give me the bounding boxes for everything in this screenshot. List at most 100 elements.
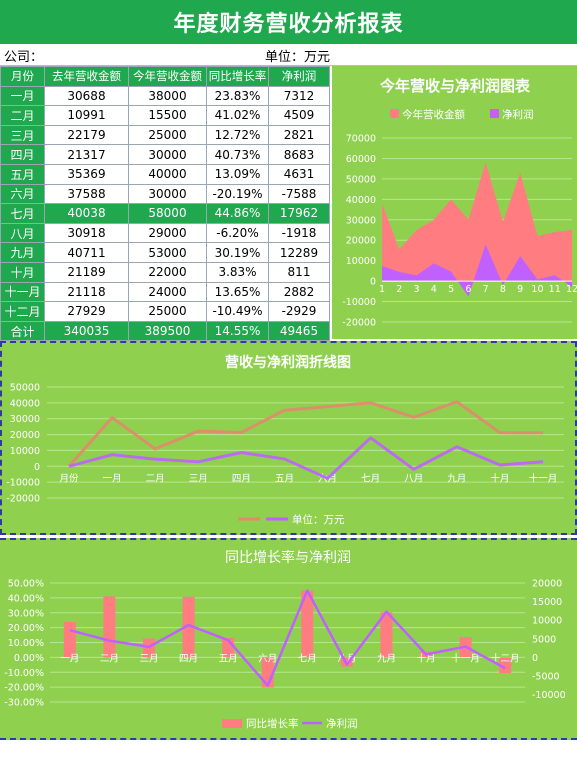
table-cell: 44.86% [206,203,269,224]
table-cell: 17962 [268,203,330,224]
combo-chart-panel: 同比增长率与净利润 50.00% 40.00% 30.00% 20.00% 10.00% 0… [0,538,577,740]
table-cell: -2929 [268,301,330,322]
table-row: 六月 37588 30000 -20.19% -7588 [0,183,330,205]
table-cell: 40000 [128,163,207,185]
table-row: 七月 40038 58000 44.86% 17962 [0,203,330,224]
x-tick-label: 五月 [275,473,294,484]
table-cell: 7312 [268,85,330,107]
month-cell: 五月 [0,163,45,185]
table-cell: 3.83% [206,261,269,283]
y-tick-label-right: 20000 [532,579,562,590]
combo-chart: 同比增长率与净利润 50.00% 40.00% 30.00% 20.00% 10.00% 0… [4,549,565,730]
table-cell: 37588 [44,183,129,205]
area-series [382,162,572,282]
month-cell: 六月 [0,183,45,205]
column-header: 净利润 [268,66,330,87]
x-tick-label: 四月 [179,653,198,664]
table-cell: 58000 [128,203,207,224]
legend-label: 净利润 [502,108,534,121]
total-cell: 合计 [0,320,45,342]
y-tick-label-right: 5000 [532,634,556,645]
column-header: 同比增长率 [206,66,269,87]
bar-growth-rate [103,596,116,658]
month-cell: 十一月 [0,281,45,303]
table-cell: 30918 [44,222,129,244]
x-tick-label: 八月 [337,653,356,664]
table-row: 八月 30918 29000 -6.20% -1918 [0,222,330,244]
y-tick-label-left: 40.00% [8,593,44,604]
y-tick-label-left: -20.00% [4,683,44,694]
table-cell: 24000 [128,281,207,303]
x-tick-label: 十二月 [491,652,520,664]
y-tick-label-right: 0 [532,653,538,664]
company-label: 公司： [4,50,44,65]
table-cell: 2821 [268,124,330,146]
table-cell: 25000 [128,124,207,146]
table-cell: 25000 [128,301,207,322]
x-tick-label: 六月 [258,652,277,664]
x-tick-label: 四月 [232,473,251,484]
month-cell: 十二月 [0,301,45,322]
table-cell: 4631 [268,163,330,185]
table-cell: 21118 [44,281,129,303]
table-cell: 12.72% [206,124,269,146]
bar-growth-rate [301,590,314,658]
x-tick-label: 11 [549,284,561,295]
legend-label: 同比增长率 [246,717,299,730]
table-cell: 15500 [128,105,207,126]
legend-label: 今年营收金额 [402,108,465,121]
table-cell: 27929 [44,301,129,322]
y-tick-label: -10000 [6,478,40,489]
table-cell: 30.19% [206,242,269,263]
x-tick-label: 10 [531,284,543,295]
table-row: 九月 40711 53000 30.19% 12289 [0,242,330,263]
y-tick-label-right: 10000 [532,616,562,627]
area-series [382,244,572,297]
table-body: 一月 30688 38000 23.83% 7312 二月 10991 15500 41.02%… [0,85,330,342]
x-tick-label: 九月 [377,652,396,664]
x-tick-label: 二月 [100,653,119,664]
y-tick-label: 0 [370,277,376,288]
table-cell: 41.02% [206,105,269,126]
x-tick-label: 十一月 [529,472,558,484]
table-cell: 53000 [128,242,207,263]
table-row: 三月 22179 25000 12.72% 2821 [0,124,330,146]
y-tick-label: 20000 [346,236,376,247]
y-tick-label: 20000 [10,430,40,441]
y-tick-label-left: 20.00% [8,623,44,634]
x-tick-label: 月份 [59,472,79,484]
y-tick-label: -20000 [6,494,40,505]
column-header: 月份 [0,66,45,87]
table-cell: -1918 [268,222,330,244]
bar-growth-rate [380,612,393,658]
line-net-profit [69,589,506,687]
y-tick-label: 60000 [346,154,376,165]
month-cell: 四月 [0,144,45,165]
y-tick-label: -10000 [342,297,376,308]
y-tick-label: 10000 [10,446,40,457]
table-cell: 13.09% [206,163,269,185]
x-tick-label: 3 [414,284,420,295]
table-cell: 22000 [128,261,207,283]
x-tick-label: 八月 [404,473,423,484]
area-chart-panel: 今年营收与净利润图表 今年营收金额 净利润 70000 60000 50000 40000 3… [330,66,577,339]
table-cell: 23.83% [206,85,269,107]
table-row: 十月 21189 22000 3.83% 811 [0,261,330,283]
legend-label: 单位：万元 [292,513,345,526]
x-tick-label: 三月 [189,473,208,484]
table-cell: 29000 [128,222,207,244]
info-bar: 公司： 单位：万元 [0,44,577,66]
y-tick-label: -20000 [342,318,376,329]
y-tick-label: 0 [34,462,40,473]
legend-swatch [390,109,399,118]
month-cell: 三月 [0,124,45,146]
x-tick-label: 9 [517,284,523,295]
y-tick-label-left: -30.00% [4,698,44,709]
y-tick-label-right: 15000 [532,597,562,608]
y-tick-label-right: -5000 [532,671,560,682]
x-tick-label: 二月 [146,473,165,484]
total-cell: 49465 [268,320,330,342]
legend-swatch [222,719,242,728]
table-cell: 22179 [44,124,129,146]
